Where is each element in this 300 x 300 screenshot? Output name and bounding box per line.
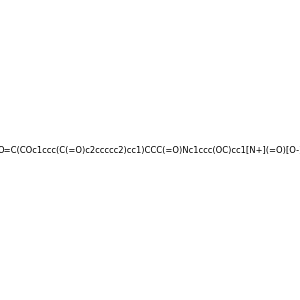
Text: O=C(COc1ccc(C(=O)c2ccccc2)cc1)CCC(=O)Nc1ccc(OC)cc1[N+](=O)[O-]: O=C(COc1ccc(C(=O)c2ccccc2)cc1)CCC(=O)Nc1… xyxy=(0,146,300,154)
